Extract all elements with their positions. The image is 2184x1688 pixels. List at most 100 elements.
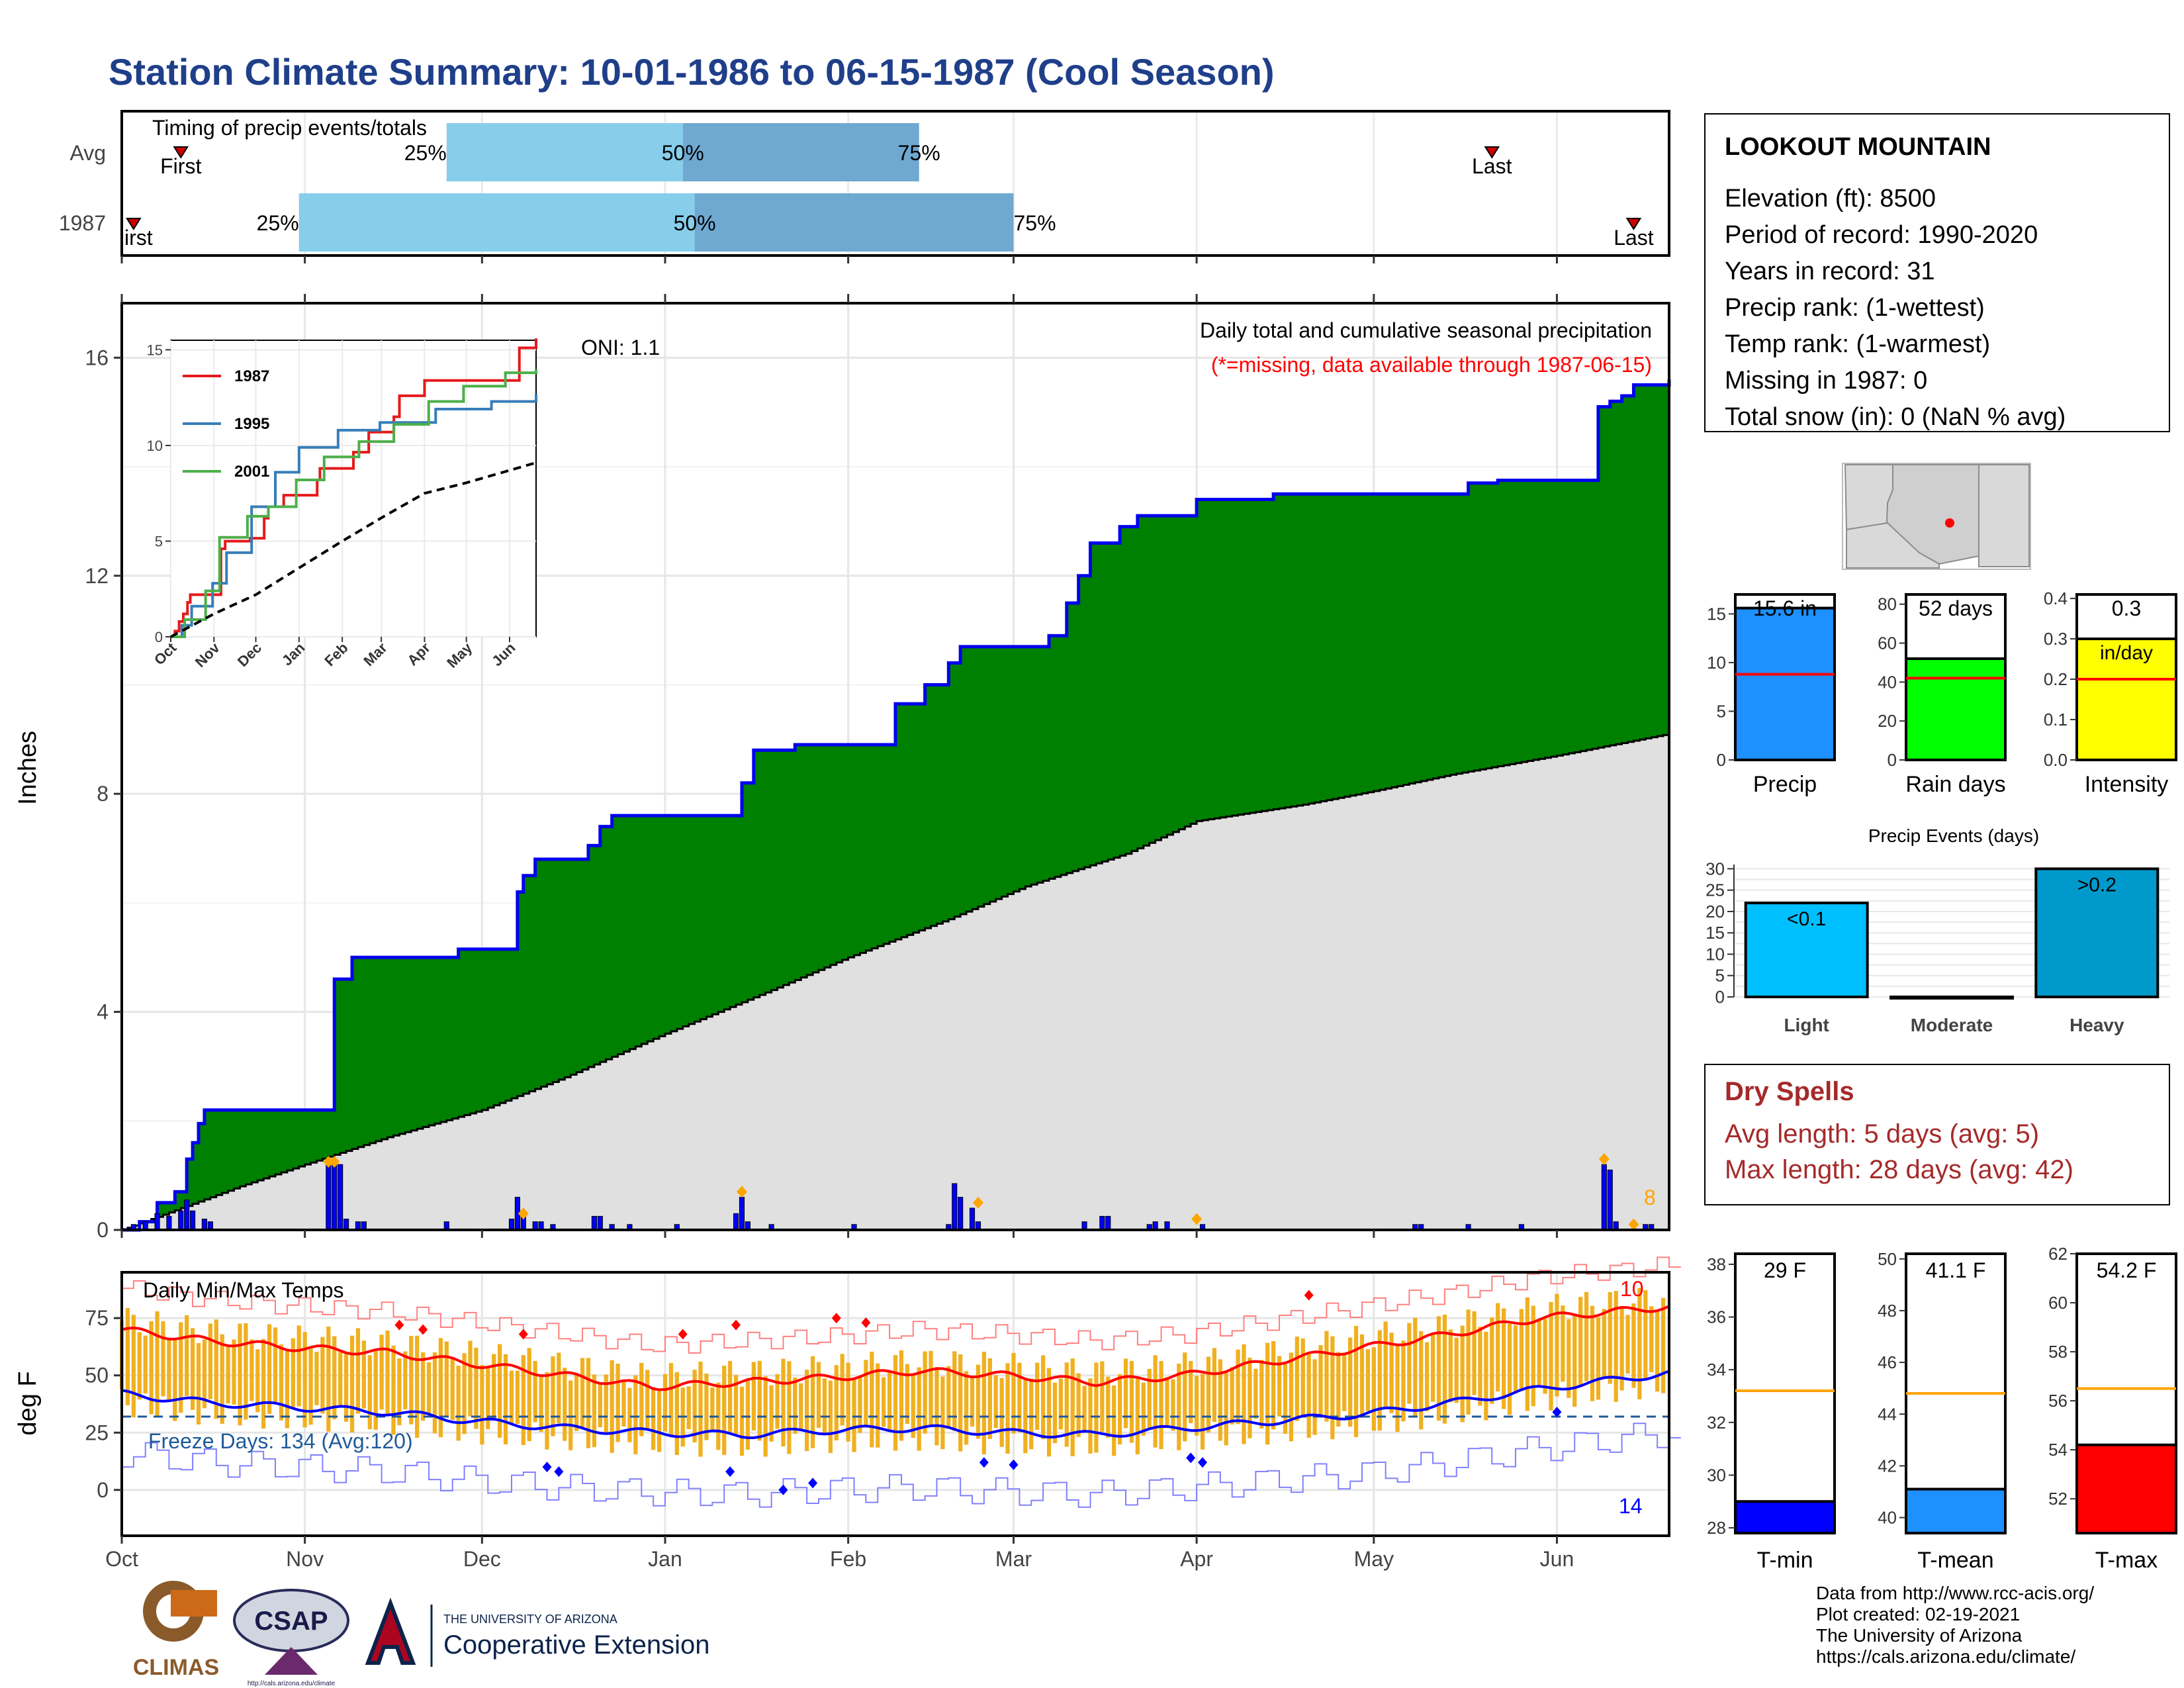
- daily-temp-bar: [929, 1350, 933, 1426]
- mini-bar-y-tick-label: 0.3: [2044, 629, 2068, 649]
- daily-temp-bar: [1643, 1290, 1648, 1381]
- precip-event-bar-label: >0.2: [2077, 874, 2116, 896]
- daily-temp-bar: [1596, 1317, 1601, 1400]
- daily-temp-bar: [1347, 1337, 1353, 1427]
- record-low-marker: [725, 1466, 735, 1477]
- daily-temp-bar: [893, 1355, 898, 1451]
- daily-temp-bar: [1159, 1361, 1163, 1450]
- temp-y-tick-label: 75: [85, 1306, 109, 1330]
- daily-temp-bar: [349, 1335, 355, 1432]
- daily-precip-bar: [597, 1215, 603, 1231]
- daily-precip-bar: [154, 1213, 160, 1231]
- daily-temp-bar: [615, 1364, 620, 1442]
- temp-bar-value: [2075, 1443, 2177, 1534]
- intense-precip-marker: [1628, 1218, 1639, 1231]
- daily-temp-bar: [1513, 1325, 1518, 1394]
- daily-temp-bar: [361, 1340, 366, 1409]
- daily-temp-bar: [545, 1372, 549, 1450]
- daily-temp-bar: [899, 1350, 904, 1441]
- daily-temp-bar: [987, 1358, 992, 1439]
- daily-temp-bar: [1129, 1360, 1134, 1443]
- timing-label: Timing of precip events/totals: [152, 116, 427, 140]
- daily-temp-bar: [662, 1374, 668, 1432]
- daily-temp-bar: [946, 1366, 951, 1429]
- daily-temp-bar: [308, 1348, 313, 1425]
- station-info-box: LOOKOUT MOUNTAIN Elevation (ft): 8500 Per…: [1704, 113, 2170, 432]
- daily-precip-bar: [326, 1164, 332, 1231]
- temp-bar-y-tick-label: 46: [1878, 1352, 1897, 1372]
- daily-temp-bar: [1395, 1346, 1400, 1432]
- precip-event-category: Moderate: [1911, 1015, 1993, 1035]
- temp-bar-y-tick-label: 32: [1707, 1413, 1726, 1432]
- daily-temp-bar: [917, 1367, 921, 1451]
- temp-bar-value: [1734, 1500, 1836, 1534]
- daily-temp-bar: [775, 1374, 780, 1429]
- temp-bar-y-tick-label: 52: [2048, 1489, 2068, 1509]
- daily-temp-bar: [296, 1325, 301, 1407]
- last-event-marker: [1484, 146, 1500, 159]
- temp-bar-y-tick-label: 40: [1878, 1508, 1897, 1528]
- daily-precip-bar: [338, 1164, 343, 1231]
- daily-temp-bar: [793, 1377, 797, 1434]
- daily-temp-bar: [1661, 1297, 1666, 1393]
- daily-temp-bar: [1271, 1341, 1276, 1430]
- daily-temp-bar: [450, 1358, 455, 1421]
- mini-bar-y-tick-label: 40: [1878, 672, 1897, 692]
- climas-logo-text: CLIMAS: [133, 1655, 219, 1680]
- mini-bar-y-tick-label: 10: [1707, 653, 1726, 673]
- daily-temp-bar: [1153, 1355, 1158, 1448]
- record-low-marker: [808, 1477, 818, 1489]
- daily-temp-bar: [468, 1340, 473, 1417]
- daily-temp-bar: [539, 1376, 543, 1432]
- daily-temp-bar: [202, 1339, 207, 1409]
- precip-panel: 0 4 8 12 16 Inches ONI: 1.1 Daily total and …: [14, 294, 1671, 1242]
- daily-precip-bar: [343, 1219, 349, 1231]
- daily-temp-bar: [1625, 1315, 1630, 1374]
- daily-temp-bar: [1324, 1331, 1329, 1422]
- last-event-label: Last: [1472, 154, 1512, 178]
- first-event-marker: [126, 218, 142, 230]
- daily-temp-bar: [1177, 1364, 1181, 1450]
- daily-precip-bar: [332, 1164, 338, 1231]
- daily-temp-bar: [214, 1319, 218, 1419]
- mini-bar-value-label: 15.6 in: [1753, 596, 1817, 620]
- daily-temp-bar: [1478, 1327, 1482, 1406]
- temperature-panel: 0 25 50 75 Daily Min/Max Temps deg F Freeze…: [14, 1256, 1681, 1571]
- daily-temp-bar: [220, 1334, 224, 1424]
- temp-bar-y-tick-label: 48: [1878, 1301, 1897, 1321]
- daily-temp-bar: [385, 1331, 390, 1415]
- daily-temp-bar: [261, 1338, 266, 1429]
- daily-temp-bar: [1584, 1291, 1589, 1382]
- record-low-marker: [542, 1462, 552, 1473]
- mini-bar-value: [1905, 657, 2007, 762]
- timing-pct-50: 50%: [662, 141, 704, 165]
- daily-temp-bar: [592, 1374, 597, 1448]
- timing-bar-q1-q2: [298, 193, 695, 252]
- temp-bar-y-tick-label: 38: [1707, 1254, 1726, 1274]
- inset-y-tick-label: 0: [155, 629, 163, 645]
- daily-precip-bar: [969, 1207, 976, 1231]
- daily-temp-bar: [970, 1378, 975, 1427]
- daily-temp-bar: [1135, 1377, 1140, 1454]
- daily-temp-bar: [1306, 1354, 1311, 1438]
- intense-precip-marker: [972, 1196, 983, 1209]
- daily-temp-bar: [143, 1335, 148, 1393]
- daily-temp-bar: [852, 1378, 856, 1452]
- daily-temp-bar: [1318, 1344, 1323, 1415]
- daily-temp-bar: [739, 1386, 745, 1456]
- daily-temp-bar: [610, 1360, 614, 1453]
- intense-precip-marker: [736, 1186, 747, 1198]
- precip-event-bar-label: <0.1: [1787, 908, 1826, 930]
- temperature-summary-bars: 28 30 32 34 36 38 29 F T-min 40 42 44 46 48 50 41.1 F T…: [1707, 1244, 2177, 1573]
- daily-temp-bar: [420, 1352, 426, 1421]
- mini-bar-category-label: Intensity: [2085, 772, 2169, 797]
- daily-temp-bar: [1330, 1336, 1335, 1440]
- station-info-line: Years in record: 31: [1725, 258, 1935, 285]
- daily-temp-bar: [196, 1342, 201, 1425]
- intense-precip-marker: [323, 1156, 334, 1168]
- average-min-temp-line: [121, 1370, 1670, 1440]
- timing-pct-25: 25%: [257, 211, 299, 235]
- daily-temp-bar: [598, 1384, 602, 1428]
- temp-y-axis-label: deg F: [14, 1371, 42, 1435]
- timing-bar-q2-q3: [694, 193, 1014, 252]
